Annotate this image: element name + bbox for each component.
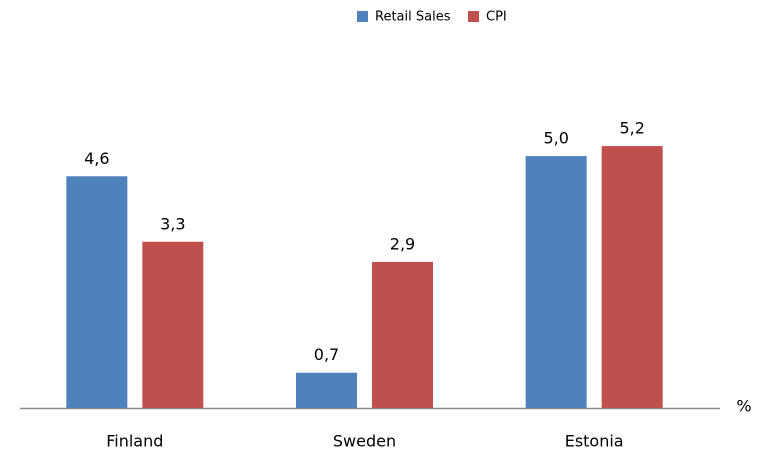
data-label: 0,7 <box>314 345 339 364</box>
data-label: 3,3 <box>160 214 185 233</box>
legend-label: Retail Sales <box>375 10 451 25</box>
legend-label: CPI <box>486 10 507 25</box>
bar <box>601 146 663 409</box>
legend-swatch <box>468 11 479 22</box>
bar <box>296 372 357 408</box>
x-tick-label: Finland <box>106 432 163 451</box>
data-label: 2,9 <box>390 234 415 253</box>
x-tick-label: Estonia <box>565 432 624 451</box>
bar <box>372 261 433 408</box>
legend-swatch <box>357 11 368 22</box>
x-tick-label: Sweden <box>333 432 396 451</box>
data-label: 4,6 <box>84 149 109 168</box>
data-label: 5,0 <box>543 129 568 148</box>
bar <box>525 156 587 408</box>
bar <box>66 176 128 408</box>
bar <box>142 241 204 408</box>
data-label: 5,2 <box>619 119 644 138</box>
y-axis-label: % <box>736 397 751 416</box>
